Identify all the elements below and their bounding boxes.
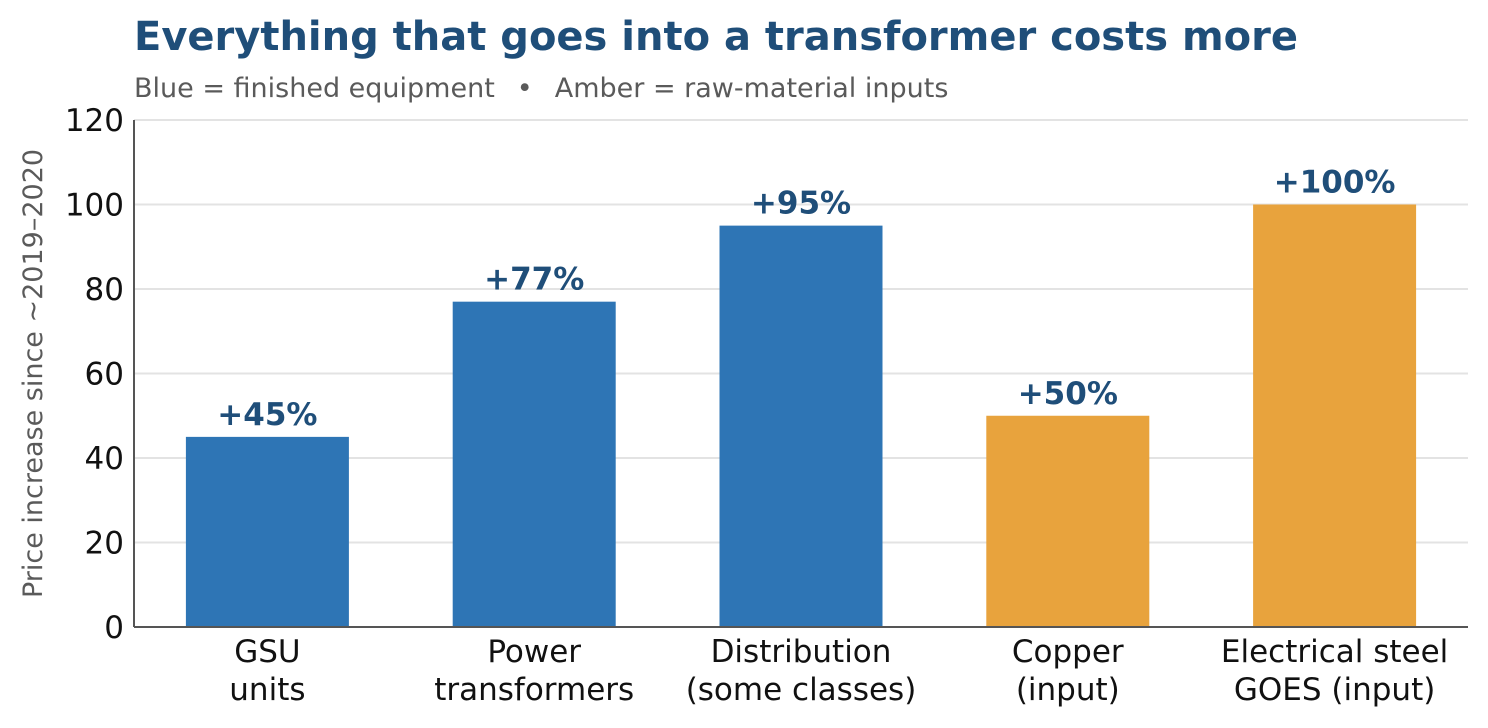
y-tick-label: 80 [85, 272, 124, 308]
data-label: +45% [217, 397, 317, 433]
category-label-line: GSU [234, 634, 300, 670]
data-label: +100% [1274, 165, 1396, 201]
category-label: Copper (input) [1012, 634, 1124, 708]
axes [133, 120, 1468, 628]
bar-input [986, 415, 1150, 627]
chart-title: Everything that goes into a transformer … [134, 14, 1298, 60]
category-label-line: Electrical steel [1221, 634, 1448, 670]
data-label: +50% [1018, 376, 1118, 412]
y-tick-label: 40 [85, 441, 124, 477]
category-label-line: GOES (input) [1234, 672, 1435, 708]
bar-equipment [719, 225, 883, 627]
category-label-line: (input) [1016, 672, 1120, 708]
data-label: +95% [751, 186, 851, 222]
category-label-line: transformers [434, 672, 634, 708]
category-label-line: Copper [1012, 634, 1124, 670]
y-tick-label: 20 [85, 526, 124, 562]
category-label: Distribution (some classes) [686, 634, 917, 708]
y-axis-title: Price increase since ~2019–2020 [18, 149, 49, 598]
subtitle-inputs-legend: Amber = raw-material inputs [554, 73, 949, 104]
category-label: Electrical steel GOES (input) [1221, 634, 1448, 708]
bars [185, 204, 1417, 627]
subtitle-separator: • [516, 73, 533, 104]
y-tick-label: 120 [65, 103, 124, 139]
y-tick-label: 0 [104, 610, 124, 646]
category-label-line: Distribution [711, 634, 892, 670]
subtitle-equipment-legend: Blue = finished equipment [134, 73, 495, 104]
bar-input [1253, 204, 1417, 627]
y-tick-label: 60 [85, 357, 124, 393]
y-tick-label: 100 [65, 188, 124, 224]
category-label-line: (some classes) [686, 672, 917, 708]
data-labels: +45% +77% +95% +50% +100% [217, 165, 1395, 433]
category-label: GSU units [229, 634, 305, 708]
category-label-line: units [229, 672, 305, 708]
y-tick-labels: 0 20 40 60 80 100 120 [65, 103, 124, 646]
bar-equipment [185, 436, 349, 627]
chart-subtitle: Blue = finished equipment • Amber = raw-ma… [134, 73, 948, 104]
data-label: +77% [484, 262, 584, 298]
category-label: Power transformers [434, 634, 634, 708]
category-labels: GSU units Power transformers Distribution (so… [229, 634, 1448, 708]
bar-equipment [452, 301, 616, 627]
category-label-line: Power [487, 634, 581, 670]
